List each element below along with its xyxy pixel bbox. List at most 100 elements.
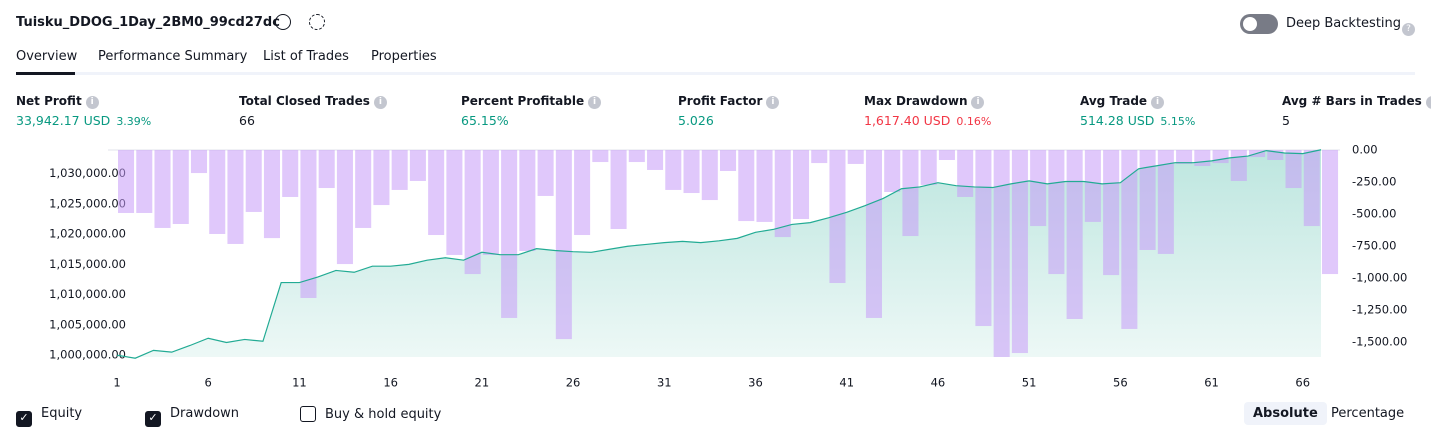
metric-value-text: 5: [1282, 113, 1290, 128]
drawdown-bar: [446, 150, 463, 255]
checkbox: ✓: [16, 411, 32, 427]
metric-label-text: Net Profit: [16, 94, 82, 108]
legend-item[interactable]: ✓ Equity: [16, 406, 82, 427]
info-icon[interactable]: i: [85, 96, 99, 109]
drawdown-bar: [1303, 150, 1320, 227]
info-icon[interactable]: i: [1151, 96, 1165, 109]
drawdown-bar: [391, 150, 408, 190]
settings-icon[interactable]: [275, 14, 291, 30]
drawdown-bar: [938, 150, 955, 160]
legend-item[interactable]: ✓ Drawdown: [145, 406, 239, 427]
legend-item[interactable]: Buy & hold equity: [300, 406, 441, 422]
info-icon[interactable]: ?: [1402, 23, 1415, 36]
drawdown-bar: [464, 150, 481, 275]
y-tick-label: 1,025,000.00: [49, 196, 126, 210]
metric-value: 514.28 USD 5.15%: [1080, 113, 1195, 128]
drawdown-bar: [154, 150, 171, 228]
drawdown-bar: [884, 150, 901, 192]
metric-value-text: 514.28 USD: [1080, 113, 1155, 128]
x-tick-label: 26: [566, 376, 581, 390]
drawdown-bar: [336, 150, 353, 265]
drawdown-bar: [1048, 150, 1065, 275]
drawdown-bar: [118, 150, 135, 213]
drawdown-bar: [665, 150, 682, 190]
drawdown-bar: [373, 150, 390, 206]
metric-value: 65.15%: [461, 113, 509, 128]
drawdown-bar: [811, 150, 828, 164]
button[interactable]: Percentage: [1331, 406, 1405, 421]
drawdown-bar: [1176, 150, 1193, 164]
metric-value: 33,942.17 USD 3.39%: [16, 113, 151, 128]
strategy-title: Tuisku_DDOG_1Day_2BM0_99cd27dc: [16, 15, 280, 30]
metric-value-text: 65.15%: [461, 113, 509, 128]
y2-tick-label: -1,500.00: [1352, 335, 1407, 349]
drawdown-bar: [1212, 150, 1229, 164]
metric-label-text: Total Closed Trades: [239, 94, 370, 108]
drawdown-bar: [1066, 150, 1083, 319]
y-tick-label: 1,005,000.00: [49, 317, 126, 331]
source-icon[interactable]: [309, 14, 325, 30]
x-tick-label: 6: [205, 376, 212, 390]
drawdown-bar: [829, 150, 846, 284]
drawdown-bar: [1011, 150, 1028, 354]
metric-label: Total Closed Trades i: [239, 94, 387, 109]
y2-tick-label: -250.00: [1352, 175, 1396, 189]
drawdown-bar: [756, 150, 773, 222]
tab[interactable]: List of Trades: [263, 49, 349, 64]
info-icon[interactable]: i: [766, 96, 780, 109]
info-icon[interactable]: i: [373, 96, 387, 109]
drawdown-bar: [701, 150, 718, 201]
x-tick-label: 11: [292, 376, 307, 390]
drawdown-bar: [1084, 150, 1101, 222]
info-icon[interactable]: i: [971, 96, 985, 109]
x-tick-label: 56: [1113, 376, 1128, 390]
drawdown-bar: [501, 150, 518, 318]
drawdown-bar: [865, 150, 882, 318]
drawdown-bar: [1285, 150, 1302, 189]
tab-rule: [16, 72, 1415, 75]
drawdown-bar: [263, 150, 280, 239]
y2-tick-label: -1,250.00: [1352, 303, 1407, 317]
drawdown-bar: [993, 150, 1010, 357]
x-tick-label: 16: [383, 376, 398, 390]
drawdown-bar: [957, 150, 974, 197]
drawdown-bar: [190, 150, 208, 174]
metric-sub: 5.15%: [1160, 115, 1196, 128]
legend-label: Drawdown: [170, 406, 240, 421]
metric-label-text: Max Drawdown: [864, 94, 968, 108]
drawdown-bar: [1194, 150, 1211, 167]
metric-label: Avg Trade i: [1080, 94, 1165, 109]
tab[interactable]: Performance Summary: [98, 49, 248, 64]
info-icon[interactable]: i: [1425, 96, 1431, 109]
button[interactable]: Absolute: [1244, 402, 1327, 425]
x-tick-label: 31: [657, 376, 672, 390]
metric-sub: 3.39%: [116, 115, 152, 128]
metric-value: 1,617.40 USD 0.16%: [864, 113, 991, 128]
drawdown-bar: [738, 150, 755, 222]
drawdown-bar: [720, 150, 737, 171]
tab[interactable]: Properties: [371, 49, 437, 64]
equity-line: [116, 149, 1322, 359]
drawdown-bar: [1139, 150, 1156, 250]
tab[interactable]: Overview: [16, 49, 78, 64]
toggle-label: Deep Backtesting: [1286, 16, 1402, 31]
x-tick-label: 61: [1204, 376, 1219, 390]
x-tick-label: 66: [1295, 376, 1310, 390]
drawdown-bar: [774, 150, 791, 238]
drawdown-bar: [683, 150, 700, 194]
legend-label: Buy & hold equity: [325, 407, 442, 422]
drawdown-bar: [1157, 150, 1174, 254]
drawdown-bar: [647, 150, 664, 170]
y2-tick-label: -500.00: [1352, 207, 1396, 221]
toggle[interactable]: [1240, 14, 1278, 34]
info-icon[interactable]: i: [588, 96, 602, 109]
y-tick-label: 1,010,000.00: [49, 287, 126, 301]
drawdown-bar: [1121, 150, 1138, 329]
x-tick-label: 36: [748, 376, 763, 390]
drawdown-bar: [847, 150, 864, 164]
tab-underline: [16, 72, 75, 75]
metric-value-text: 33,942.17 USD: [16, 113, 111, 128]
drawdown-bar: [355, 150, 372, 228]
